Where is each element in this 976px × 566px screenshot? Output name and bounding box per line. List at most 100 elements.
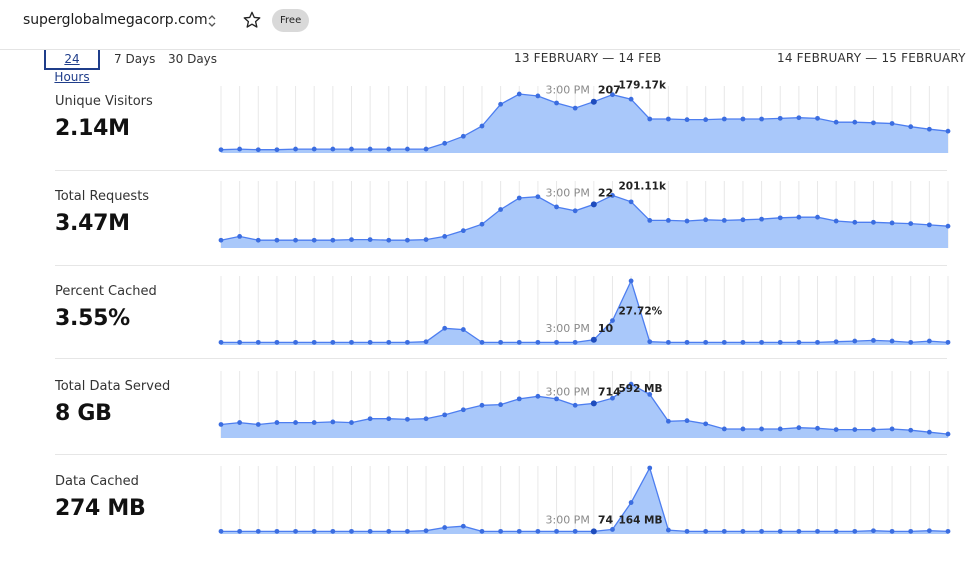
data-point: [237, 339, 243, 345]
hover-value-label: 10: [598, 322, 614, 335]
data-point: [590, 201, 597, 208]
area-fill: [221, 280, 948, 345]
header-divider: [0, 49, 960, 50]
data-point: [647, 116, 653, 122]
hover-value-label: 22: [598, 186, 613, 199]
series-line: [221, 466, 949, 533]
data-point: [628, 96, 634, 102]
data-point: [405, 237, 410, 243]
data-point: [479, 339, 485, 345]
data-point: [796, 214, 802, 220]
data-point: [255, 422, 261, 427]
metric-label: Total Data Served: [55, 379, 171, 394]
data-point: [367, 416, 373, 422]
data-point: [759, 528, 764, 534]
data-point: [516, 339, 522, 345]
data-point: [852, 219, 858, 225]
data-point: [516, 528, 522, 534]
metric-data-cached: Data Cached 274 MB: [0, 456, 976, 551]
data-point: [740, 528, 746, 534]
data-point: [721, 339, 727, 345]
series-line: [221, 279, 949, 344]
data-point: [852, 338, 858, 344]
data-point: [386, 339, 392, 345]
data-point: [218, 147, 224, 153]
data-point: [777, 528, 783, 534]
data-point: [871, 528, 876, 534]
data-point: [274, 237, 280, 243]
row-divider: [195, 454, 947, 455]
data-point: [255, 147, 261, 153]
star-icon[interactable]: [242, 10, 262, 30]
series-line: [220, 194, 949, 241]
data-point: [423, 146, 429, 152]
data-point: [535, 93, 541, 99]
data-point: [386, 146, 392, 152]
data-point: [405, 528, 410, 534]
metric-value: 2.14M: [55, 116, 130, 141]
data-point: [647, 392, 653, 397]
data-point: [535, 194, 541, 200]
tab-24-hours[interactable]: 24 Hours: [44, 50, 100, 84]
site-domain-selector[interactable]: superglobalmegacorp.com: [23, 12, 208, 28]
data-point: [349, 528, 354, 534]
data-point: [721, 116, 727, 122]
data-point: [498, 402, 504, 408]
data-point: [405, 146, 410, 152]
data-point: [945, 223, 951, 229]
series-line: [220, 93, 949, 151]
data-point: [759, 116, 764, 122]
data-point: [423, 339, 429, 345]
data-point: [554, 528, 559, 534]
data-point: [871, 219, 876, 225]
data-point: [852, 427, 858, 432]
data-point: [367, 339, 373, 345]
data-point: [516, 195, 522, 201]
data-point: [908, 339, 914, 345]
data-point: [218, 339, 224, 345]
data-point: [498, 207, 504, 212]
data-point: [330, 339, 336, 345]
data-point: [889, 426, 895, 432]
data-point: [759, 339, 764, 345]
data-point: [665, 218, 671, 223]
data-point: [703, 117, 709, 123]
data-point: [610, 92, 615, 98]
data-point: [311, 146, 317, 152]
row-divider: [55, 454, 195, 455]
hover-time-label: 3:00 PM: [545, 322, 589, 335]
area-fill: [221, 384, 948, 438]
data-point: [796, 425, 802, 431]
data-point: [516, 396, 522, 402]
data-point: [721, 528, 727, 534]
data-point: [777, 115, 783, 121]
data-point: [665, 527, 671, 533]
metric-value: 274 MB: [55, 496, 146, 521]
tab-30-days[interactable]: 30 Days: [168, 52, 218, 66]
tab-7-days[interactable]: 7 Days: [114, 52, 156, 66]
data-point: [926, 338, 932, 344]
chevron-up-down-icon[interactable]: [206, 13, 218, 29]
data-point: [218, 237, 224, 243]
data-point: [479, 528, 485, 534]
hover-value-label: 714: [598, 385, 621, 398]
data-point: [908, 124, 914, 130]
data-point: [554, 204, 559, 210]
data-point: [590, 336, 597, 343]
data-point: [460, 133, 466, 139]
data-point: [498, 101, 504, 107]
hover-time-label: 3:00 PM: [545, 84, 589, 97]
data-point: [777, 339, 783, 345]
data-point: [721, 426, 727, 432]
data-point: [330, 146, 336, 152]
data-point: [759, 216, 764, 222]
data-point: [926, 528, 932, 534]
data-point: [926, 429, 932, 435]
data-point: [442, 140, 448, 146]
data-point: [554, 100, 559, 106]
data-point: [852, 528, 858, 534]
metric-label: Data Cached: [55, 474, 139, 489]
data-point: [386, 416, 392, 422]
data-point: [293, 420, 298, 425]
